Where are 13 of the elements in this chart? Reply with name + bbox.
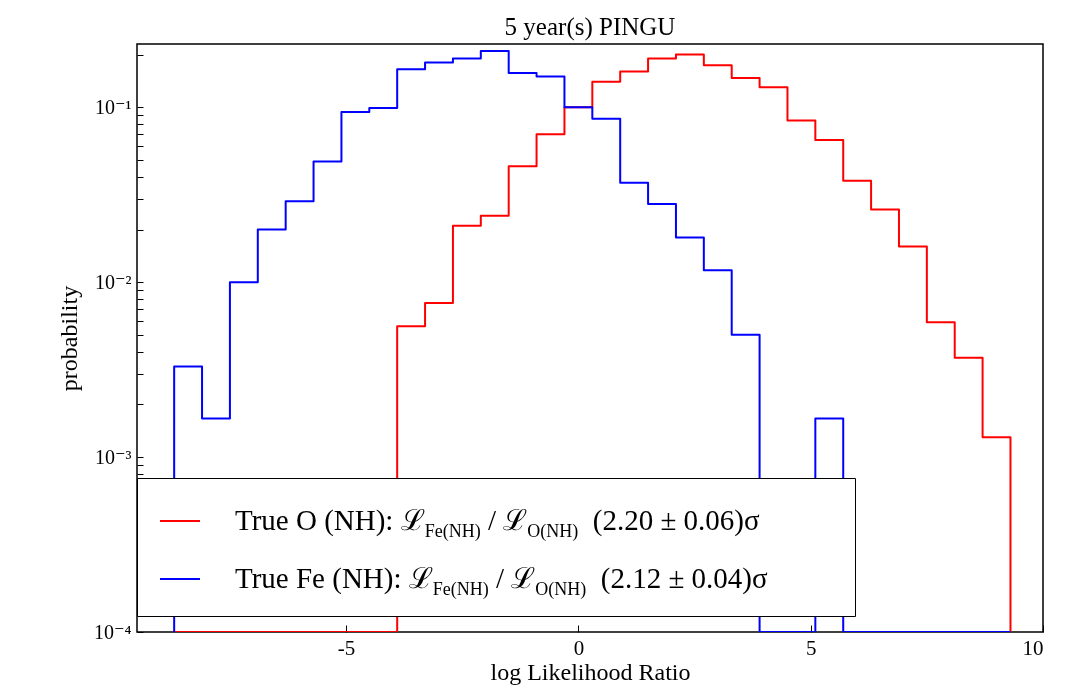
y-tick-label: 10⁻¹ [94,95,132,118]
y-tick-label: 10⁻² [94,270,132,293]
legend-label: True Fe (NH): ℒ$_{Fe(NH)}$ / ℒ$_{O(NH)}$ (2.12 ± 0.04)σ [235,562,769,600]
legend-label: True O (NH): ℒ$_{Fe(NH)}$ / ℒ$_{O(NH)}$ (2.20 ± 0.06)σ [235,504,760,542]
x-axis-title: log Likelihood Ratio [490,658,691,685]
chart-title: 5 year(s) PINGU [504,13,676,41]
x-tick-label: 5 [805,635,817,660]
y-tick-label: 10⁻³ [94,445,132,468]
x-tick-label: -5 [337,635,356,660]
y-axis-title: probability [55,285,82,392]
y-tick-label: 10⁻⁴ [93,620,132,643]
x-tick-label: 10 [1022,635,1044,660]
x-tick-label: 0 [573,635,585,660]
